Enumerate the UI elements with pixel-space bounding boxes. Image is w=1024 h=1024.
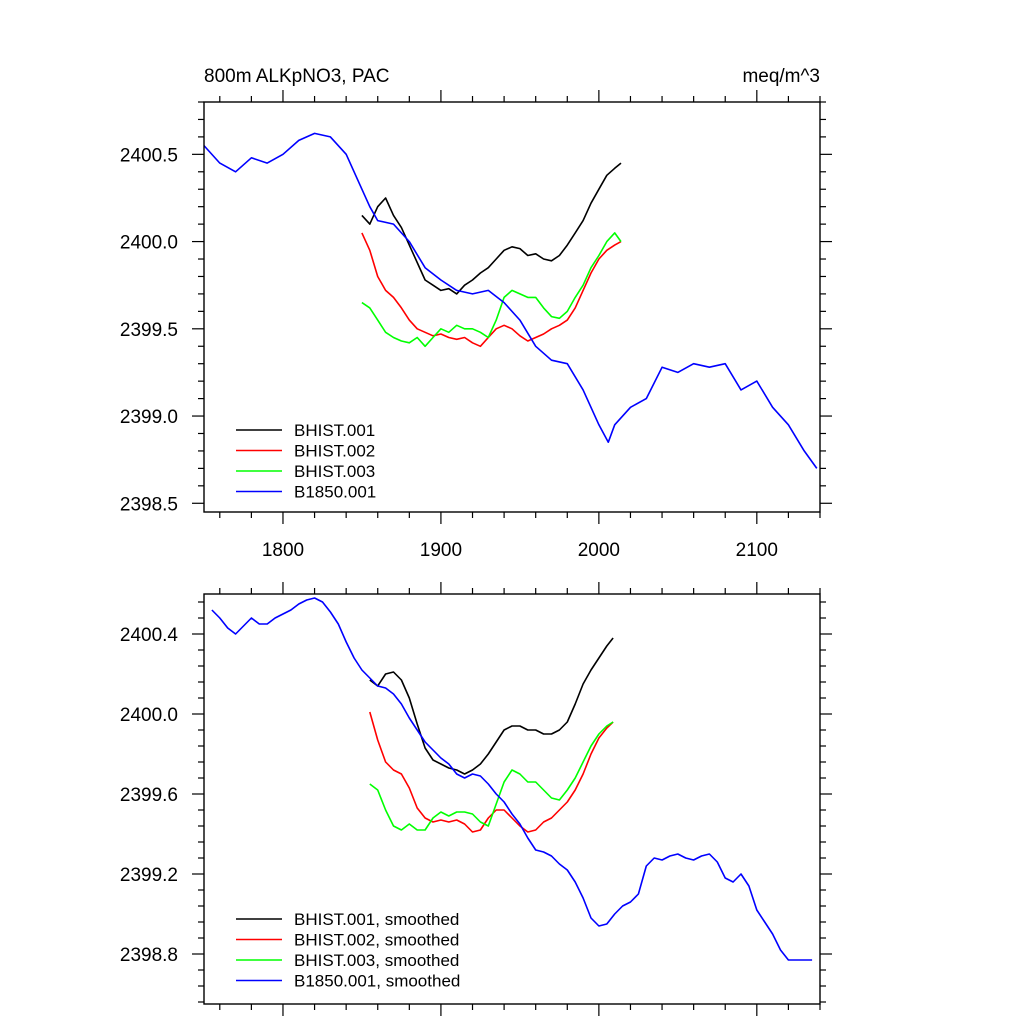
bottom-series-line <box>369 721 614 831</box>
bottom-series-line <box>369 637 614 775</box>
top-legend-label: BHIST.002 <box>294 442 375 461</box>
bottom-chart-tick-labels: 2398.8 2399.2 2399.6 2400.0 2400.4 <box>120 625 179 966</box>
top-chart-panel: 800m ALKpNO3, PAC meq/m^3 1800 1900 2000 21… <box>120 66 832 561</box>
bottom-legend-label: BHIST.002, smoothed <box>294 931 459 950</box>
bottom-chart-frame <box>203 593 821 1005</box>
top-ytick-label: 2399.5 <box>120 320 178 341</box>
top-chart-tick-labels: 1800 1900 2000 2100 2398.5 2399.0 2399.5 2400.0… <box>120 145 778 561</box>
top-chart-series <box>203 132 818 469</box>
top-ytick-label: 2400.5 <box>120 145 178 166</box>
bottom-legend-label: BHIST.003, smoothed <box>294 951 459 970</box>
top-series-line <box>361 162 622 295</box>
top-ytick-label: 2400.0 <box>120 233 178 254</box>
bottom-legend-label: BHIST.001, smoothed <box>294 910 459 929</box>
top-xtick-label: 2100 <box>736 540 778 561</box>
top-legend-label: BHIST.003 <box>294 462 375 481</box>
bottom-series-line <box>211 597 813 961</box>
bottom-chart-series <box>211 597 813 961</box>
bottom-chart-ticks <box>192 582 832 1016</box>
top-xtick-label: 2000 <box>578 540 620 561</box>
bottom-legend-label: B1850.001, smoothed <box>294 972 460 991</box>
top-ytick-label: 2398.5 <box>120 494 178 515</box>
top-series-line <box>203 132 818 469</box>
top-chart-ticks <box>192 90 832 524</box>
bottom-ytick-label: 2400.0 <box>120 705 178 726</box>
bottom-ytick-label: 2398.8 <box>120 945 178 966</box>
top-legend-label: B1850.001 <box>294 483 376 502</box>
top-series-line <box>361 232 622 348</box>
top-chart-title: 800m ALKpNO3, PAC <box>204 66 390 87</box>
bottom-ytick-label: 2399.6 <box>120 785 178 806</box>
top-chart-frame <box>203 101 821 513</box>
bottom-series-line <box>369 711 614 833</box>
top-xtick-label: 1900 <box>420 540 462 561</box>
bottom-ytick-label: 2399.2 <box>120 865 178 886</box>
top-legend-label: BHIST.001 <box>294 421 375 440</box>
bottom-ytick-label: 2400.4 <box>120 625 179 646</box>
top-ytick-label: 2399.0 <box>120 407 178 428</box>
top-series-line <box>361 232 622 348</box>
top-xtick-label: 1800 <box>262 540 304 561</box>
bottom-chart-panel: 2398.8 2399.2 2399.6 2400.0 2400.4 BHIST.001… <box>120 582 832 1016</box>
top-chart-units: meq/m^3 <box>742 66 820 87</box>
bottom-chart-legend: BHIST.001, smoothed BHIST.002, smoothedBH… <box>236 910 460 991</box>
